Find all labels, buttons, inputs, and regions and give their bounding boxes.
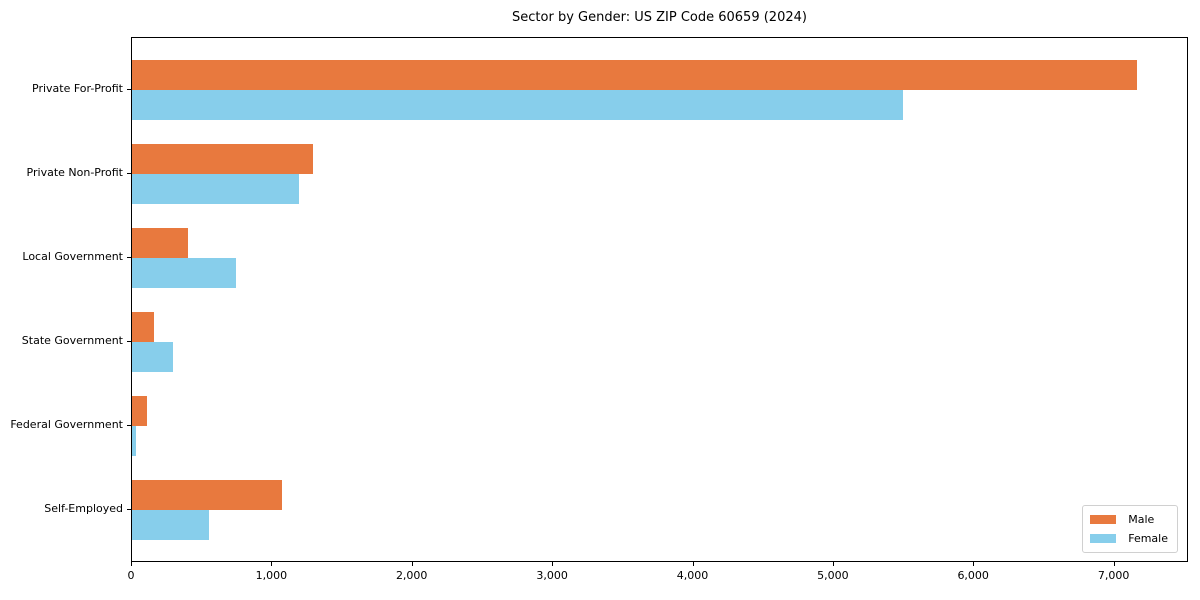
legend-row-male: Male bbox=[1090, 513, 1168, 526]
y-tick-label-state-government: State Government bbox=[21, 333, 123, 347]
x-tick-mark-5-000 bbox=[832, 562, 834, 566]
y-tick-mark-private-non-profit bbox=[127, 172, 131, 174]
y-tick-mark-self-employed bbox=[127, 509, 131, 510]
x-tick-label-5-000: 5,000 bbox=[817, 569, 849, 582]
y-tick-label-self-employed: Self-Employed bbox=[44, 502, 123, 515]
bar-female-local-government bbox=[132, 257, 236, 288]
bar-female-federal-government bbox=[132, 425, 136, 456]
legend: Male Female bbox=[1082, 505, 1178, 553]
bar-female-private-for-profit bbox=[132, 89, 903, 120]
bar-male-local-government bbox=[132, 227, 189, 258]
bar-male-private-for-profit bbox=[132, 59, 1138, 90]
x-tick-mark-2-000 bbox=[411, 562, 413, 566]
bar-male-self-employed bbox=[132, 480, 283, 510]
bar-female-self-employed bbox=[132, 510, 209, 540]
y-tick-mark-state-government bbox=[127, 340, 131, 342]
bar-male-federal-government bbox=[132, 395, 147, 426]
bar-male-state-government bbox=[132, 311, 154, 342]
x-tick-mark-6-000 bbox=[973, 562, 975, 566]
plot-area: Male Female bbox=[131, 37, 1188, 562]
legend-swatch-male bbox=[1090, 515, 1117, 524]
y-tick-mark-private-for-profit bbox=[127, 88, 131, 90]
x-tick-mark-0 bbox=[131, 562, 132, 566]
y-tick-label-local-government: Local Government bbox=[22, 249, 123, 263]
x-tick-label-6-000: 6,000 bbox=[957, 569, 989, 582]
x-tick-mark-4-000 bbox=[692, 562, 694, 566]
x-tick-label-4-000: 4,000 bbox=[676, 569, 709, 582]
bar-female-state-government bbox=[132, 341, 173, 372]
bars-layer bbox=[132, 38, 1187, 561]
x-tick-label-1-000: 1,000 bbox=[255, 569, 288, 582]
x-tick-label-7-000: 7,000 bbox=[1097, 569, 1130, 582]
x-tick-label-3-000: 3,000 bbox=[536, 569, 568, 582]
x-tick-mark-7-000 bbox=[1113, 562, 1115, 566]
x-tick-label-2-000: 2,000 bbox=[395, 569, 428, 582]
y-tick-label-private-for-profit: Private For-Profit bbox=[32, 81, 123, 95]
chart-title: Sector by Gender: US ZIP Code 60659 (202… bbox=[512, 10, 807, 25]
legend-swatch-female bbox=[1090, 534, 1117, 543]
x-tick-mark-1-000 bbox=[271, 562, 273, 566]
y-tick-mark-local-government bbox=[127, 256, 131, 258]
y-tick-mark-federal-government bbox=[127, 424, 131, 426]
bar-female-private-non-profit bbox=[132, 173, 299, 204]
legend-row-female: Female bbox=[1090, 532, 1168, 545]
x-tick-label-0: 0 bbox=[127, 569, 135, 582]
y-tick-label-federal-government: Federal Government bbox=[10, 417, 123, 431]
y-tick-label-private-non-profit: Private Non-Profit bbox=[26, 165, 123, 179]
x-tick-mark-3-000 bbox=[552, 562, 554, 566]
bar-male-private-non-profit bbox=[132, 143, 314, 174]
legend-label-male: Male bbox=[1128, 513, 1155, 526]
legend-label-female: Female bbox=[1128, 532, 1168, 545]
